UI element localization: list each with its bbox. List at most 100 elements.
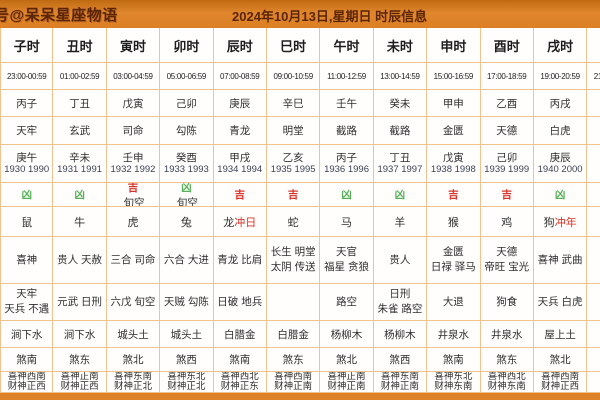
sha-direction: 煞北 [320, 348, 374, 372]
hour-column: 午时 11:00-12:59 壬午 截路 丙子 1936 1996 凶马天官 福星 贪狼 路空杨… [320, 28, 374, 393]
luck-flag: 凶 [53, 183, 107, 207]
hour-ganzhi: 辛巳 [266, 90, 321, 117]
hour-name: 未时 [373, 28, 428, 63]
unlucky-gods: 大退 [427, 284, 481, 321]
unlucky-gods [587, 284, 600, 321]
nayin-element: 杨柳木 [373, 321, 428, 348]
clash-years: 癸酉 1933 1993 [160, 145, 214, 183]
deity-directions: 喜神正南 财神正西 [53, 372, 107, 393]
hour-star: 司命 [106, 117, 161, 145]
hour-time-range: 09:00-10:59 [266, 63, 321, 90]
hour-name: 午时 [320, 28, 374, 63]
hour-star: 天牢 [0, 117, 54, 145]
hour-column: 卯时 05:00-06:59 己卯 勾陈 癸酉 1933 1993 凶旬空兔六合 大进 天贼 … [160, 28, 214, 393]
hour-zodiac: 鼠 [0, 207, 54, 237]
luck-flag: 凶 [0, 183, 54, 207]
hour-ganzhi: 戊寅 [106, 90, 161, 117]
hour-ganzhi: 乙酉 [480, 90, 534, 117]
sha-direction: 煞东 [266, 348, 321, 372]
luck-flag: 凶 [320, 183, 374, 207]
unlucky-gods: 六戊 旬空 [106, 284, 161, 321]
lucky-gods: 长生 明堂 太阴 传送 [266, 237, 321, 284]
nayin-element [587, 321, 600, 348]
hour-zodiac: 牛 [53, 207, 107, 237]
sha-direction: 煞南 [213, 348, 267, 372]
hour-star: 截路 [373, 117, 428, 145]
brand-watermark: 号@呆呆星座物语 [0, 7, 118, 24]
clash-years: 庚午 1930 1990 [0, 145, 54, 183]
hour-star: 玄武 [53, 117, 107, 145]
unlucky-gods: 日破 地兵 [213, 284, 267, 321]
hour-ganzhi: 庚辰 [213, 90, 267, 117]
lucky-gods: 青龙 比肩 [213, 237, 267, 284]
deity-directions: 喜神西南 财神正南 [266, 372, 321, 393]
sha-direction: 煞西 [373, 348, 428, 372]
clash-years: 丁丑 1937 1997 [373, 145, 428, 183]
lucky-gods: 喜神 [0, 237, 54, 284]
sha-direction: 煞北 [533, 348, 588, 372]
header-bar: 号@呆呆星座物语 2024年10月13日,星期日 时辰信息 [0, 0, 600, 28]
hour-zodiac: 鸡 [480, 207, 534, 237]
hours-table: 子时 23:00-00:59 丙子 天牢 庚午 1930 1990 凶鼠喜神 天牢 天兵 不遇涧… [0, 28, 600, 393]
lucky-gods: 三合 司命 [106, 237, 161, 284]
hour-column: 申时 15:00-16:59 甲申 金匮 戊寅 1938 1998 吉猴金匮 日禄 驿马 大退井… [427, 28, 481, 393]
hour-column: 亥时21:00-22:59 [587, 28, 600, 393]
hour-time-range: 07:00-08:59 [213, 63, 267, 90]
luck-flag: 吉 [427, 183, 481, 207]
hour-name: 子时 [0, 28, 54, 63]
hour-name: 申时 [427, 28, 481, 63]
clash-years [587, 145, 600, 183]
unlucky-gods: 日刑 朱雀 路空 [373, 284, 428, 321]
nayin-element: 白腊金 [266, 321, 321, 348]
hour-time-range: 21:00-22:59 [587, 63, 600, 90]
hour-column: 戌时 19:00-20:59 丙戌 白虎 庚辰 1940 2000 凶狗冲年 喜神 武曲 天兵 … [533, 28, 588, 393]
sha-direction: 煞东 [53, 348, 107, 372]
deity-directions: 喜神东南 财神正北 [106, 372, 161, 393]
sha-direction [587, 348, 600, 372]
hour-star: 勾陈 [160, 117, 214, 145]
deity-directions: 喜神西南 财神正西 [533, 372, 588, 393]
nayin-element: 杨柳木 [320, 321, 374, 348]
hour-star: 白虎 [533, 117, 588, 145]
nayin-element: 城头土 [160, 321, 214, 348]
clash-years: 庚辰 1940 2000 [533, 145, 588, 183]
clash-years: 辛未 1931 1991 [53, 145, 107, 183]
hour-zodiac: 马 [320, 207, 374, 237]
unlucky-gods: 天牢 天兵 不遇 [0, 284, 54, 321]
hour-time-range: 03:00-04:59 [106, 63, 161, 90]
deity-directions: 喜神正南 财神正南 [320, 372, 374, 393]
lucky-gods [587, 237, 600, 284]
luck-flag: 吉 [213, 183, 267, 207]
luck-flag: 凶 [533, 183, 588, 207]
hour-time-range: 15:00-16:59 [427, 63, 481, 90]
deity-directions: 喜神东北 财神东南 [427, 372, 481, 393]
hour-zodiac: 羊 [373, 207, 428, 237]
hour-time-range: 17:00-18:59 [480, 63, 534, 90]
hour-time-range: 19:00-20:59 [533, 63, 588, 90]
nayin-element: 屋上土 [533, 321, 588, 348]
luck-flag [587, 183, 600, 207]
sha-direction: 煞东 [480, 348, 534, 372]
hour-name: 酉时 [480, 28, 534, 63]
luck-flag: 吉旬空 [106, 183, 161, 207]
hour-zodiac: 龙冲日 [213, 207, 267, 237]
clash-years: 壬申 1932 1992 [106, 145, 161, 183]
hour-ganzhi: 丁丑 [53, 90, 107, 117]
hour-ganzhi: 癸未 [373, 90, 428, 117]
nayin-element: 涧下水 [0, 321, 54, 348]
sha-direction: 煞南 [427, 348, 481, 372]
hour-column: 未时 13:00-14:59 癸未 截路 丁丑 1937 1997 凶羊贵人 日刑 朱雀 路空杨… [373, 28, 428, 393]
hour-star: 明堂 [266, 117, 321, 145]
unlucky-gods: 元武 日刑 [53, 284, 107, 321]
clash-years: 甲戌 1934 1994 [213, 145, 267, 183]
hour-time-range: 01:00-02:59 [53, 63, 107, 90]
hour-zodiac: 狗冲年 [533, 207, 588, 237]
hour-star: 截路 [320, 117, 374, 145]
clash-years: 丙子 1936 1996 [320, 145, 374, 183]
deity-directions: 喜神西北 财神东南 [480, 372, 534, 393]
luck-flag: 吉 [480, 183, 534, 207]
hour-star: 天德 [480, 117, 534, 145]
hour-column: 辰时 07:00-08:59 庚辰 青龙 甲戌 1934 1994 吉龙冲日 青龙 比肩 日破 … [213, 28, 267, 393]
lucky-gods: 天官 福星 贪狼 [320, 237, 374, 284]
